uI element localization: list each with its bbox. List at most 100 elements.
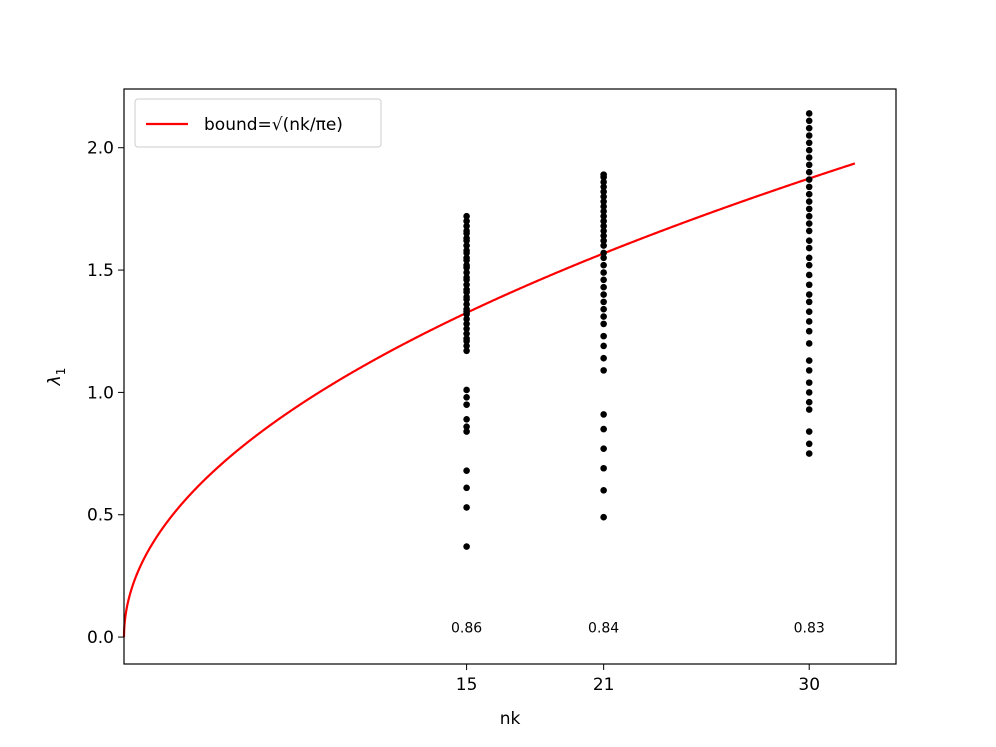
data-point bbox=[600, 445, 607, 452]
data-point bbox=[600, 208, 607, 215]
data-point bbox=[805, 340, 813, 347]
data-point bbox=[805, 318, 813, 325]
data-point bbox=[600, 464, 607, 472]
data-point bbox=[805, 220, 813, 227]
data-point bbox=[600, 171, 607, 178]
data-point bbox=[805, 254, 813, 262]
data-point bbox=[463, 330, 470, 337]
data-point bbox=[463, 234, 470, 242]
y-tick-label: 2.0 bbox=[87, 139, 114, 159]
plot-area: 0.86 0.84 0.83 bbox=[122, 110, 856, 638]
data-point bbox=[805, 190, 813, 198]
data-point bbox=[463, 286, 470, 293]
x-axis-label: nk bbox=[500, 709, 521, 729]
data-point bbox=[805, 205, 813, 213]
y-axis-label: λ1 bbox=[45, 368, 68, 387]
data-point bbox=[805, 212, 813, 220]
data-point bbox=[600, 320, 607, 328]
data-point bbox=[463, 281, 470, 289]
y-axis: 0.0 0.5 1.0 1.5 2.0 bbox=[87, 139, 124, 648]
data-point bbox=[463, 217, 470, 225]
data-point bbox=[463, 301, 470, 308]
data-point bbox=[463, 543, 470, 550]
data-point bbox=[805, 398, 813, 406]
data-point bbox=[600, 237, 607, 245]
x-axis: 15 21 30 bbox=[456, 664, 820, 695]
data-point bbox=[600, 367, 607, 374]
data-point bbox=[600, 249, 607, 257]
data-point bbox=[805, 176, 813, 183]
data-point bbox=[805, 428, 813, 435]
data-point bbox=[600, 188, 607, 196]
data-point bbox=[463, 305, 470, 313]
data-point bbox=[805, 271, 813, 279]
data-point bbox=[463, 484, 470, 492]
data-point bbox=[805, 261, 813, 269]
data-point bbox=[805, 406, 813, 413]
data-point bbox=[805, 132, 813, 139]
data-point bbox=[600, 486, 607, 494]
data-point bbox=[805, 389, 813, 396]
data-point bbox=[600, 269, 607, 276]
data-point bbox=[805, 281, 813, 289]
data-point bbox=[463, 247, 470, 254]
data-point bbox=[600, 254, 607, 262]
data-point bbox=[600, 305, 607, 313]
data-point bbox=[463, 320, 470, 328]
data-point bbox=[600, 298, 607, 306]
data-point bbox=[805, 227, 813, 235]
data-point bbox=[463, 261, 470, 269]
data-point bbox=[805, 440, 813, 448]
data-point bbox=[805, 124, 813, 132]
y-tick-label: 0.5 bbox=[87, 506, 114, 526]
data-point bbox=[805, 117, 813, 125]
data-point bbox=[463, 428, 470, 435]
data-point bbox=[805, 146, 813, 154]
y-tick-label: 0.0 bbox=[87, 628, 114, 648]
data-point bbox=[805, 291, 813, 298]
data-point bbox=[805, 367, 813, 374]
x-tick-label: 30 bbox=[798, 675, 820, 695]
data-point bbox=[600, 425, 607, 433]
data-point bbox=[463, 293, 470, 301]
data-point bbox=[463, 254, 470, 262]
data-point bbox=[463, 401, 470, 408]
data-point bbox=[805, 450, 813, 457]
data-point bbox=[805, 139, 813, 147]
data-point bbox=[805, 308, 813, 315]
data-point bbox=[600, 198, 607, 205]
data-point bbox=[600, 242, 607, 249]
data-point bbox=[805, 198, 813, 205]
data-point bbox=[600, 217, 607, 225]
data-point bbox=[600, 291, 607, 298]
data-point bbox=[463, 342, 470, 350]
data-point bbox=[600, 411, 607, 418]
data-point bbox=[463, 416, 470, 423]
data-point bbox=[463, 386, 470, 394]
data-point bbox=[463, 393, 470, 401]
data-point bbox=[600, 183, 607, 191]
data-point bbox=[463, 423, 470, 430]
data-point bbox=[805, 154, 813, 161]
data-point bbox=[805, 357, 813, 364]
data-point bbox=[463, 269, 470, 276]
data-point bbox=[600, 283, 607, 291]
value-annotation: 0.84 bbox=[588, 620, 619, 636]
legend: bound=√(nk/πe) bbox=[134, 98, 382, 148]
data-point bbox=[805, 379, 813, 386]
value-annotation: 0.83 bbox=[794, 620, 825, 636]
data-point bbox=[463, 274, 470, 281]
legend-box bbox=[134, 98, 382, 148]
data-point bbox=[600, 203, 607, 210]
axes-frame bbox=[123, 88, 897, 665]
data-point bbox=[600, 222, 607, 230]
data-point bbox=[600, 342, 607, 350]
bound-curve-line bbox=[122, 162, 856, 638]
data-point bbox=[600, 332, 607, 340]
data-point bbox=[463, 227, 470, 235]
data-point bbox=[805, 327, 813, 335]
data-point bbox=[600, 193, 607, 200]
data-point bbox=[805, 244, 813, 252]
data-point bbox=[600, 261, 607, 269]
